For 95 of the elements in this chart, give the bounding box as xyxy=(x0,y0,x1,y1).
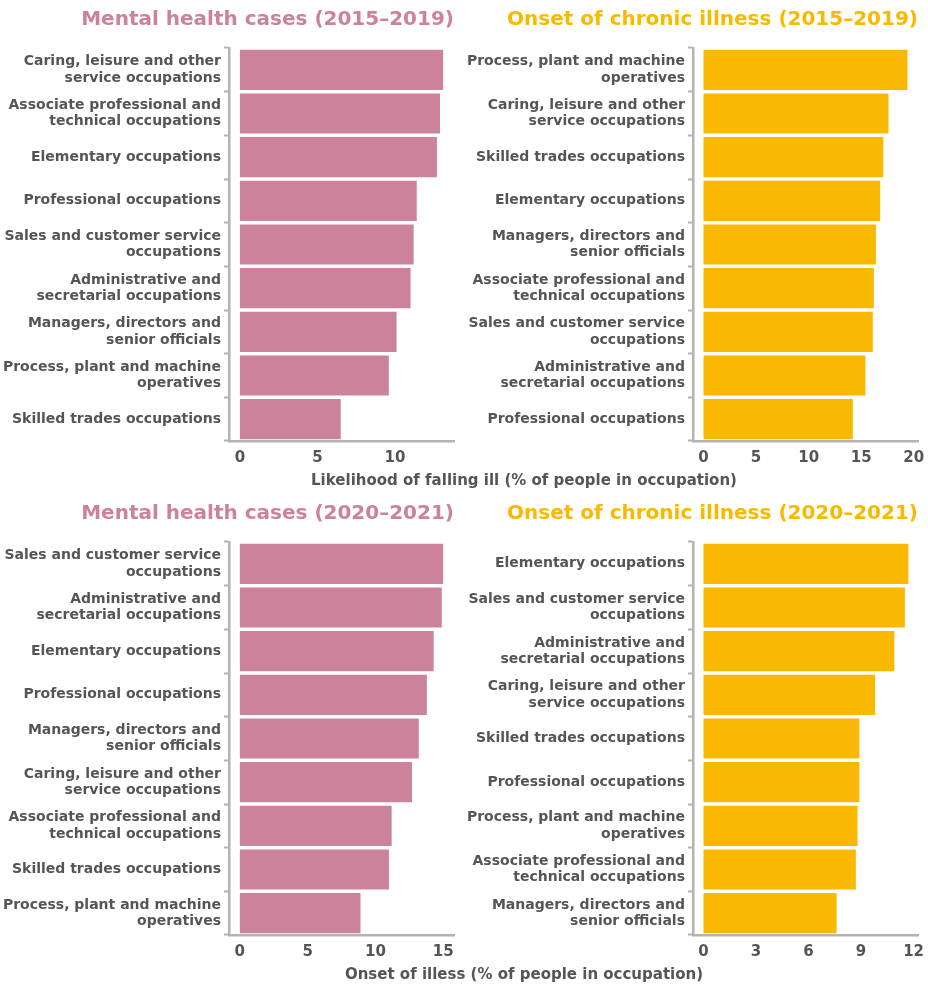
bar xyxy=(239,674,427,715)
chart-title: Onset of chronic illness (2020–2021) xyxy=(507,500,918,525)
chart-title: Mental health cases (2015–2019) xyxy=(81,6,454,31)
x-tick-label: 12 xyxy=(903,941,925,960)
y-tick-label: Skilled trades occupations xyxy=(11,409,221,426)
bar xyxy=(703,587,905,628)
bar xyxy=(703,137,884,178)
bar xyxy=(703,543,909,584)
y-tick-label: Elementary occupations xyxy=(30,147,221,164)
y-tick-label: Professional occupations xyxy=(487,409,685,426)
y-tick-label: Skilled trades occupations xyxy=(475,147,685,164)
bar xyxy=(239,587,442,628)
bar xyxy=(239,224,414,265)
bar xyxy=(703,674,876,715)
bar xyxy=(239,805,392,846)
y-tick-label: Administrative and secretarial occupations xyxy=(500,633,685,666)
bar xyxy=(703,49,908,90)
y-tick-label: Caring, leisure and other service occupations xyxy=(487,677,686,710)
x-tick-label: 15 xyxy=(850,447,872,466)
y-tick-label: Sales and customer service occupations xyxy=(4,227,221,260)
y-tick-label: Professional occupations xyxy=(23,191,221,208)
y-tick-label: Skilled trades occupations xyxy=(475,729,685,746)
x-tick-label: 15 xyxy=(432,941,454,960)
x-tick-label: 10 xyxy=(798,447,820,466)
y-tick-label: Process, plant and machine operatives xyxy=(2,358,221,391)
y-tick-label: Caring, leisure and other service occupations xyxy=(23,764,222,797)
bar xyxy=(239,355,389,396)
x-tick-label: 0 xyxy=(698,447,709,466)
y-tick-label: Managers, directors and senior officials xyxy=(491,227,685,260)
x-tick-label: 10 xyxy=(364,941,386,960)
y-tick-label: Sales and customer service occupations xyxy=(468,590,685,623)
bar xyxy=(703,268,874,309)
x-tick-label: 9 xyxy=(855,941,867,960)
y-tick-label: Sales and customer service occupations xyxy=(4,546,221,579)
y-tick-label: Associate professional and technical occupations xyxy=(472,852,685,885)
bar xyxy=(703,224,876,265)
y-tick-label: Administrative and secretarial occupations xyxy=(36,590,221,623)
y-tick-label: Associate professional and technical occupations xyxy=(8,96,221,129)
y-tick-label: Process, plant and machine operatives xyxy=(2,895,221,928)
y-tick-label: Associate professional and technical occupations xyxy=(472,270,685,303)
y-tick-label: Associate professional and technical occupations xyxy=(8,808,221,841)
y-tick-label: Managers, directors and senior officials xyxy=(27,721,221,754)
x-tick-label: 0 xyxy=(234,447,246,466)
y-tick-label: Managers, directors and senior officials xyxy=(491,895,685,928)
y-tick-label: Process, plant and machine operatives xyxy=(466,808,685,841)
bar xyxy=(703,805,858,846)
bar xyxy=(239,849,389,890)
bar xyxy=(239,180,417,221)
y-tick-label: Administrative and secretarial occupations xyxy=(500,358,685,391)
bar xyxy=(703,893,837,934)
y-tick-label: Process, plant and machine operatives xyxy=(466,52,685,85)
bar xyxy=(239,49,444,90)
y-tick-label: Elementary occupations xyxy=(494,191,685,208)
bar xyxy=(703,849,856,890)
y-tick-label: Elementary occupations xyxy=(494,554,685,571)
y-tick-label: Administrative and secretarial occupations xyxy=(36,270,221,303)
bar xyxy=(703,311,873,352)
bar xyxy=(703,762,860,803)
bar xyxy=(703,631,895,672)
y-tick-label: Professional occupations xyxy=(23,685,221,702)
bar xyxy=(239,543,444,584)
bar xyxy=(239,718,419,759)
x-axis-title: Onset of illess (% of people in occupation) xyxy=(343,964,705,985)
y-tick-label: Professional occupations xyxy=(487,772,685,789)
x-tick-label: 5 xyxy=(312,447,323,466)
y-tick-label: Elementary occupations xyxy=(30,641,221,658)
x-tick-label: 0 xyxy=(698,941,709,960)
bar xyxy=(703,399,853,440)
x-axis-title: Likelihood of falling ill (% of people in occupation) xyxy=(310,470,738,491)
y-tick-label: Managers, directors and senior officials xyxy=(27,314,221,347)
bar xyxy=(239,399,341,440)
bar xyxy=(703,93,889,134)
x-tick-label: 20 xyxy=(903,447,925,466)
bar xyxy=(239,93,441,134)
x-tick-label: 5 xyxy=(302,941,313,960)
y-tick-label: Skilled trades occupations xyxy=(11,860,221,877)
x-tick-label: 0 xyxy=(234,941,246,960)
bar xyxy=(239,631,434,672)
x-tick-label: 5 xyxy=(750,447,762,466)
bar xyxy=(703,355,866,396)
bar xyxy=(239,137,437,178)
y-tick-label: Caring, leisure and other service occupations xyxy=(23,52,222,85)
y-tick-label: Sales and customer service occupations xyxy=(468,314,685,347)
bar xyxy=(703,180,881,221)
y-tick-label: Caring, leisure and other service occupations xyxy=(487,96,686,129)
bar xyxy=(239,762,412,803)
x-tick-label: 3 xyxy=(750,941,762,960)
bar xyxy=(239,311,397,352)
chart-title: Onset of chronic illness (2015–2019) xyxy=(507,6,918,31)
bar xyxy=(239,893,361,934)
x-tick-label: 6 xyxy=(803,941,814,960)
chart-title: Mental health cases (2020–2021) xyxy=(81,500,454,525)
bar xyxy=(703,718,860,759)
bar xyxy=(239,268,411,309)
x-tick-label: 10 xyxy=(384,447,406,466)
